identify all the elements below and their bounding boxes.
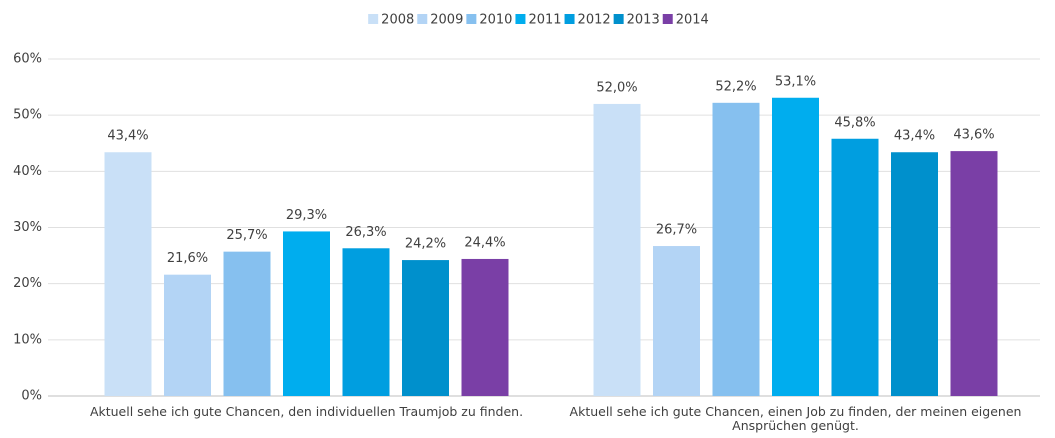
x-tick-label: Aktuell sehe ich gute Chancen, einen Job… [569, 404, 1022, 433]
legend-swatch [417, 14, 428, 24]
data-label: 26,7% [656, 223, 697, 238]
x-tick-label: Aktuell sehe ich gute Chancen, den indiv… [89, 404, 524, 419]
data-label: 24,4% [464, 235, 505, 250]
legend-label: 2011 [528, 13, 561, 28]
legend-swatch [564, 14, 575, 24]
data-label: 21,6% [167, 251, 208, 266]
y-tick-label: 60% [13, 52, 42, 67]
legend-swatch [613, 14, 624, 24]
y-tick-label: 40% [13, 164, 42, 179]
data-label: 24,2% [405, 237, 446, 252]
legend-swatch [662, 14, 673, 24]
data-label: 29,3% [286, 208, 327, 223]
legend-label: 2010 [479, 13, 512, 28]
legend-label: 2014 [676, 13, 709, 28]
bar [164, 274, 211, 396]
bar [653, 246, 700, 396]
data-label: 52,2% [715, 79, 756, 94]
bar [593, 103, 641, 396]
bar [402, 260, 449, 396]
legend-label: 2012 [578, 13, 611, 28]
y-tick-label: 30% [13, 220, 42, 235]
data-label: 43,4% [107, 129, 148, 144]
bar [223, 251, 271, 396]
data-label: 26,3% [345, 225, 386, 240]
bar [104, 152, 152, 396]
legend-swatch [368, 14, 379, 24]
bar [950, 151, 998, 396]
legend-label: 2013 [627, 13, 660, 28]
data-label: 43,4% [894, 129, 935, 144]
bar [831, 138, 879, 397]
data-label: 53,1% [775, 74, 816, 89]
bar [342, 248, 390, 396]
y-tick-label: 0% [21, 389, 42, 404]
legend-swatch [515, 14, 526, 24]
bar [712, 102, 760, 396]
legend-label: 2009 [430, 13, 463, 28]
y-tick-label: 20% [13, 276, 42, 291]
data-label: 52,0% [596, 80, 637, 95]
bar [461, 258, 509, 396]
y-tick-label: 50% [13, 108, 42, 123]
y-tick-label: 10% [13, 332, 42, 347]
data-label: 45,8% [834, 115, 875, 130]
bar [891, 152, 938, 396]
data-label: 25,7% [226, 228, 267, 243]
bar [772, 97, 819, 396]
legend-label: 2008 [381, 13, 414, 28]
data-label: 43,6% [953, 128, 994, 143]
bar [283, 231, 330, 396]
legend-swatch [466, 14, 477, 24]
